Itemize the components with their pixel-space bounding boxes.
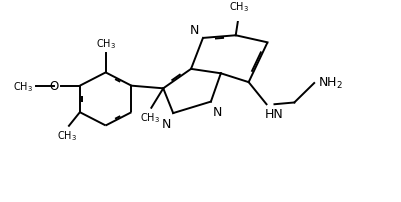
Text: CH$_3$: CH$_3$: [229, 0, 249, 14]
Text: O: O: [49, 80, 58, 93]
Text: HN: HN: [265, 107, 283, 120]
Text: CH$_3$: CH$_3$: [96, 37, 115, 51]
Text: N: N: [162, 117, 171, 130]
Text: CH$_3$: CH$_3$: [14, 79, 34, 93]
Text: CH$_3$: CH$_3$: [140, 111, 160, 125]
Text: N: N: [213, 106, 222, 119]
Text: CH$_3$: CH$_3$: [57, 129, 77, 143]
Text: NH$_2$: NH$_2$: [318, 75, 343, 90]
Text: N: N: [190, 24, 199, 37]
